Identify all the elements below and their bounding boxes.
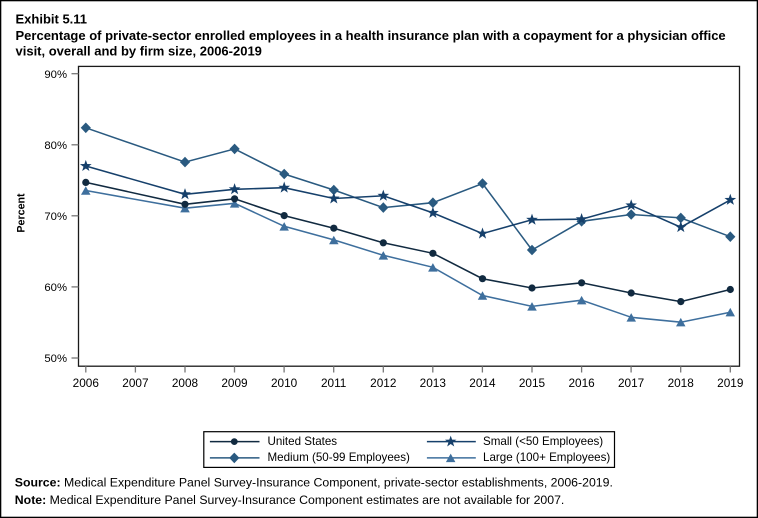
svg-text:2012: 2012 (370, 376, 396, 390)
svg-text:Source: Medical Expenditure Pa: Source: Medical Expenditure Panel Survey… (15, 475, 613, 489)
svg-text:90%: 90% (44, 69, 67, 81)
svg-text:2008: 2008 (172, 376, 199, 390)
svg-text:2015: 2015 (519, 376, 546, 390)
svg-text:50%: 50% (44, 353, 67, 365)
svg-text:2009: 2009 (221, 376, 247, 390)
svg-text:2014: 2014 (469, 376, 496, 390)
svg-text:Percent: Percent (15, 193, 27, 233)
svg-text:2019: 2019 (717, 376, 743, 390)
svg-text:2017: 2017 (618, 376, 644, 390)
svg-text:2007: 2007 (122, 376, 148, 390)
svg-text:Small (<50 Employees): Small (<50 Employees) (483, 435, 603, 448)
svg-text:2010: 2010 (271, 376, 298, 390)
svg-text:Exhibit 5.11: Exhibit 5.11 (16, 12, 88, 27)
svg-text:70%: 70% (44, 211, 67, 223)
svg-text:Note: Medical Expenditure Pane: Note: Medical Expenditure Panel Survey-I… (15, 493, 565, 507)
svg-text:United States: United States (268, 435, 338, 448)
svg-text:2011: 2011 (321, 376, 346, 390)
svg-text:60%: 60% (44, 282, 67, 294)
svg-text:2018: 2018 (668, 376, 695, 390)
svg-text:2016: 2016 (568, 376, 595, 390)
svg-text:visit, overall and by firm siz: visit, overall and by firm size, 2006-20… (16, 43, 262, 58)
svg-text:2013: 2013 (420, 376, 447, 390)
svg-text:Medium (50-99 Employees): Medium (50-99 Employees) (268, 451, 411, 464)
svg-text:2006: 2006 (73, 376, 100, 390)
svg-text:Large (100+ Employees): Large (100+ Employees) (483, 451, 610, 464)
svg-text:Percentage of private-sector e: Percentage of private-sector enrolled em… (16, 28, 726, 43)
svg-text:80%: 80% (44, 140, 67, 152)
